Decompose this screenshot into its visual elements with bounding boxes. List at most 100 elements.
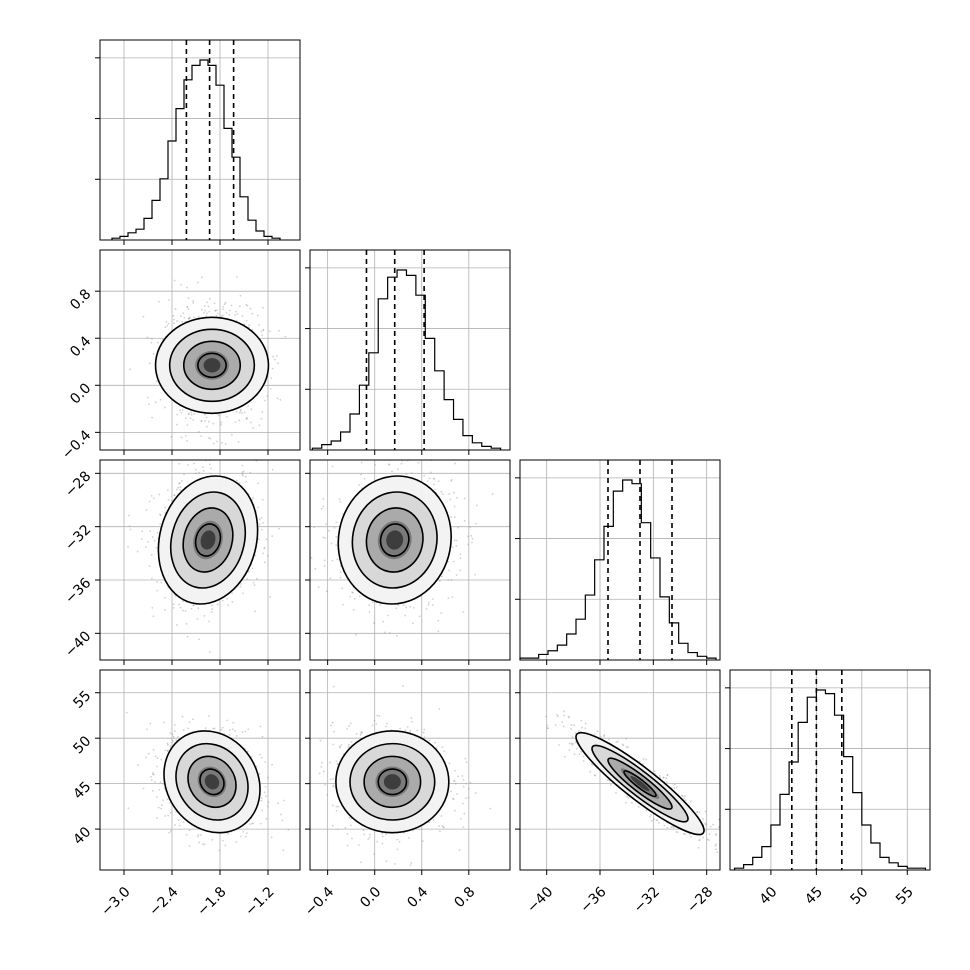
scatter-point xyxy=(173,318,175,321)
scatter-point xyxy=(378,715,381,717)
contour-line xyxy=(163,730,261,834)
scatter-point xyxy=(427,603,430,606)
scatter-point xyxy=(164,749,167,752)
scatter-point xyxy=(462,826,465,828)
contour-line xyxy=(182,507,234,573)
scatter-point xyxy=(146,540,149,543)
scatter-point xyxy=(203,311,205,314)
scatter-point xyxy=(320,761,323,764)
scatter-point xyxy=(150,779,153,781)
scatter-point xyxy=(461,802,464,805)
scatter-point xyxy=(179,489,182,492)
scatter-point xyxy=(280,813,282,816)
scatter-point xyxy=(459,557,462,560)
scatter-point xyxy=(252,497,255,499)
scatter-point xyxy=(331,824,334,827)
scatter-point xyxy=(399,727,401,730)
scatter-point xyxy=(574,732,577,735)
contour-line xyxy=(363,755,422,809)
scatter-point xyxy=(188,721,191,724)
scatter-point xyxy=(208,620,210,623)
scatter-point xyxy=(615,791,617,794)
scatter-point xyxy=(381,842,384,845)
scatter-point xyxy=(245,832,248,835)
scatter-point xyxy=(278,527,280,530)
scatter-point xyxy=(166,744,169,746)
scatter-point xyxy=(182,821,185,824)
scatter-point xyxy=(447,597,450,600)
scatter-point xyxy=(186,440,188,442)
scatter-point xyxy=(335,809,338,812)
scatter-point xyxy=(156,765,158,768)
scatter-point xyxy=(459,553,462,556)
scatter-point xyxy=(208,714,210,717)
scatter-point xyxy=(417,461,420,464)
scatter-point xyxy=(221,726,224,729)
scatter-point xyxy=(396,838,399,841)
scatter-point xyxy=(449,498,452,501)
scatter-point xyxy=(166,324,168,327)
scatter-point xyxy=(207,420,210,423)
scatter-point xyxy=(192,316,195,319)
scatter-point xyxy=(456,793,459,795)
scatter-point xyxy=(222,308,224,310)
scatter-point xyxy=(235,479,238,482)
scatter-point xyxy=(405,473,408,476)
scatter-point xyxy=(265,795,267,798)
contour-line xyxy=(175,742,249,821)
scatter-point xyxy=(156,796,159,799)
scatter-point xyxy=(467,787,470,790)
scatter-point xyxy=(391,470,393,473)
scatter-point xyxy=(157,806,160,809)
scatter-point xyxy=(596,730,599,733)
scatter-point xyxy=(470,534,473,537)
scatter-point xyxy=(185,622,188,625)
scatter-point xyxy=(204,420,206,422)
scatter-point xyxy=(196,835,199,838)
scatter-point xyxy=(258,323,260,326)
scatter-point xyxy=(442,826,445,829)
scatter-point xyxy=(185,417,187,419)
scatter-point xyxy=(427,601,430,604)
scatter-point xyxy=(204,727,207,730)
scatter-point xyxy=(381,832,384,835)
scatter-point xyxy=(183,316,186,319)
scatter-point xyxy=(409,605,412,608)
scatter-point xyxy=(367,838,370,840)
scatter-point xyxy=(304,757,306,759)
scatter-point xyxy=(178,462,181,465)
scatter-point xyxy=(152,773,155,776)
scatter-point xyxy=(389,631,391,634)
density-shade xyxy=(204,774,220,790)
scatter-point xyxy=(332,685,335,688)
scatter-point xyxy=(162,799,165,802)
scatter-point xyxy=(202,469,205,472)
scatter-point xyxy=(217,312,220,315)
scatter-point xyxy=(706,838,709,841)
scatter-point xyxy=(248,823,251,826)
scatter-point xyxy=(416,729,419,732)
histogram-panel-4 xyxy=(725,669,931,871)
scatter-point xyxy=(263,561,266,564)
scatter-point xyxy=(190,413,193,416)
scatter-point xyxy=(593,774,596,777)
scatter-point xyxy=(621,743,624,746)
scatter-point xyxy=(252,427,255,430)
scatter-point xyxy=(319,739,322,742)
scatter-point xyxy=(193,413,196,415)
scatter-point xyxy=(148,500,151,503)
scatter-point xyxy=(369,833,371,836)
scatter-point xyxy=(272,355,274,358)
scatter-point xyxy=(141,530,144,533)
scatter-point xyxy=(166,750,169,753)
scatter-point xyxy=(271,367,274,370)
scatter-point xyxy=(179,409,181,412)
scatter-point xyxy=(440,612,443,615)
scatter-panel-2-4 xyxy=(304,669,511,871)
scatter-point xyxy=(594,774,597,777)
scatter-point xyxy=(625,737,628,740)
scatter-point xyxy=(428,821,431,824)
scatter-point xyxy=(231,601,234,603)
scatter-point xyxy=(150,775,152,778)
scatter-point xyxy=(151,536,154,538)
